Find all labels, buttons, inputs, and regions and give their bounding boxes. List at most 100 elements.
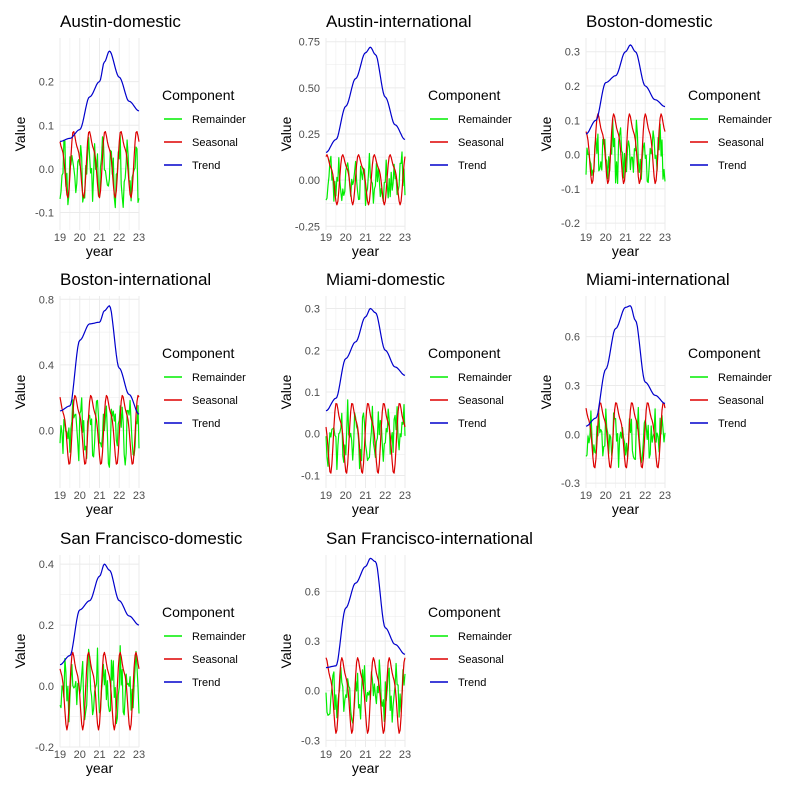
y-tick-label: 0.0 xyxy=(565,429,580,441)
x-tick-label: 20 xyxy=(340,490,352,502)
x-tick-label: 22 xyxy=(379,749,391,761)
y-tick-label: 0.3 xyxy=(305,304,320,316)
x-tick-label: 23 xyxy=(133,749,145,761)
x-axis-label: year xyxy=(352,501,380,517)
x-tick-label: 23 xyxy=(659,232,671,244)
x-tick-label: 20 xyxy=(340,749,352,761)
facet-panel: 19 20 21 22 23 -0.25 0.00 0.25 0.50 0.75 Austin-in… xyxy=(278,12,512,259)
legend-label: Trend xyxy=(718,160,746,172)
x-tick-label: 23 xyxy=(399,490,411,502)
legend-label: Trend xyxy=(458,160,486,172)
x-tick-label: 23 xyxy=(399,232,411,244)
y-tick-label: 0.2 xyxy=(39,620,54,632)
y-tick-label: 0.0 xyxy=(565,150,580,162)
legend-label: Remainder xyxy=(458,372,512,384)
y-tick-label: 0.1 xyxy=(39,120,54,132)
x-tick-label: 21 xyxy=(619,232,631,244)
x-tick-label: 23 xyxy=(133,232,145,244)
y-tick-label: 0.75 xyxy=(299,37,320,49)
legend-label: Trend xyxy=(458,418,486,430)
legend-title: Component xyxy=(162,604,234,620)
series-line-trend xyxy=(59,50,140,142)
legend-label: Seasonal xyxy=(718,395,764,407)
legend-label: Remainder xyxy=(458,631,512,643)
legend-label: Seasonal xyxy=(192,395,238,407)
y-tick-label: 0.1 xyxy=(565,115,580,127)
facet-panel: 19 20 21 22 23 -0.1 0.0 0.1 0.2 0.3 Miami-domestic… xyxy=(278,270,512,517)
series-line-trend xyxy=(325,307,406,412)
y-axis-label: Value xyxy=(12,116,28,151)
facet-panel: 19 20 21 22 23 -0.2 0.0 0.2 0.4 San Francisco-dom… xyxy=(12,529,246,776)
x-tick-label: 20 xyxy=(74,232,86,244)
facet-panel: 19 20 21 22 23 -0.3 0.0 0.3 0.6 Miami-internation… xyxy=(538,270,772,517)
y-tick-label: 0.2 xyxy=(39,77,54,89)
series-line-seasonal xyxy=(585,113,666,185)
x-tick-label: 20 xyxy=(600,490,612,502)
legend-label: Seasonal xyxy=(458,395,504,407)
y-axis-label: Value xyxy=(278,633,294,668)
x-axis-label: year xyxy=(86,760,114,776)
y-tick-label: -0.25 xyxy=(295,221,320,233)
y-axis-label: Value xyxy=(12,633,28,668)
y-tick-label: -0.3 xyxy=(561,478,580,490)
y-axis-label: Value xyxy=(278,116,294,151)
series-line-seasonal xyxy=(325,657,406,734)
legend-label: Seasonal xyxy=(192,137,238,149)
facet-panel: 19 20 21 22 23 -0.3 0.0 0.3 0.6 San Francisco-int… xyxy=(278,529,533,776)
legend-label: Remainder xyxy=(192,631,246,643)
legend-title: Component xyxy=(162,345,234,361)
x-tick-label: 20 xyxy=(340,232,352,244)
legend-title: Component xyxy=(688,87,760,103)
x-tick-label: 19 xyxy=(54,749,66,761)
facet-panel: 19 20 21 22 23 -0.1 0.0 0.1 0.2 Austin-domestic ye… xyxy=(12,12,246,259)
y-tick-label: -0.2 xyxy=(561,218,580,230)
legend-title: Component xyxy=(428,345,500,361)
chart-title: Miami-international xyxy=(586,270,730,289)
x-tick-label: 22 xyxy=(639,490,651,502)
y-tick-label: 0.00 xyxy=(299,175,320,187)
series-line-seasonal xyxy=(325,154,406,206)
x-tick-label: 22 xyxy=(113,490,125,502)
legend-label: Seasonal xyxy=(458,137,504,149)
x-axis-label: year xyxy=(352,243,380,259)
y-tick-label: 0.4 xyxy=(39,559,54,571)
y-tick-label: 0.0 xyxy=(305,686,320,698)
y-tick-label: 0.0 xyxy=(39,164,54,176)
x-tick-label: 21 xyxy=(359,490,371,502)
series-line-seasonal xyxy=(59,651,140,731)
x-tick-label: 21 xyxy=(359,749,371,761)
y-tick-label: 0.0 xyxy=(39,426,54,438)
legend-title: Component xyxy=(428,87,500,103)
legend-label: Seasonal xyxy=(718,137,764,149)
x-tick-label: 22 xyxy=(639,232,651,244)
y-tick-label: 0.3 xyxy=(565,380,580,392)
legend-title: Component xyxy=(428,604,500,620)
series-line-seasonal xyxy=(325,403,406,474)
chart-title: San Francisco-international xyxy=(326,529,533,548)
y-axis-label: Value xyxy=(12,374,28,409)
x-tick-label: 19 xyxy=(54,232,66,244)
legend-label: Seasonal xyxy=(192,654,238,666)
series-line-trend xyxy=(325,557,406,669)
chart-title: San Francisco-domestic xyxy=(60,529,243,548)
chart-title: Boston-international xyxy=(60,270,211,289)
y-tick-label: -0.1 xyxy=(301,470,320,482)
x-axis-label: year xyxy=(612,501,640,517)
series-line-trend xyxy=(59,305,140,415)
series-line-remainder xyxy=(585,406,666,468)
x-tick-label: 20 xyxy=(74,490,86,502)
series-line-trend xyxy=(59,563,140,666)
y-tick-label: 0.4 xyxy=(39,360,54,372)
facet-panel: 19 20 21 22 23 0.0 0.4 0.8 Boston-international y… xyxy=(12,270,246,517)
x-tick-label: 21 xyxy=(93,490,105,502)
y-tick-label: -0.1 xyxy=(35,208,54,220)
x-axis-label: year xyxy=(352,760,380,776)
legend-label: Remainder xyxy=(718,372,772,384)
x-tick-label: 20 xyxy=(74,749,86,761)
series-line-trend xyxy=(585,305,666,427)
x-tick-label: 22 xyxy=(379,232,391,244)
y-tick-label: 0.1 xyxy=(305,387,320,399)
legend-label: Trend xyxy=(192,418,220,430)
